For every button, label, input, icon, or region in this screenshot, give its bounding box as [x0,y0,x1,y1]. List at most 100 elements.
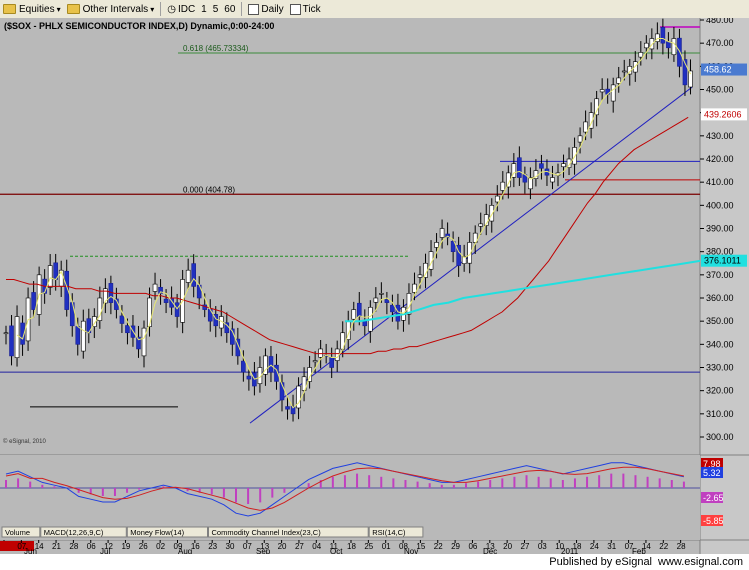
macd-tag-bg [701,467,723,478]
x-tick-label: 27 [521,542,530,551]
footer-url[interactable]: www.esignal.com [658,556,743,568]
candle-body [268,356,274,373]
toolbar-item-tick[interactable]: Tick [287,1,324,17]
x-tick-label: 08 [399,542,408,551]
macd-tag: 7.98 [703,459,721,469]
x-tick-label: 03 [538,542,547,551]
candle-body [47,265,53,288]
candle-body [356,302,362,317]
toolbar: Equities ▾ Other Intervals ▾ ◷ IDC 1 5 60 Daily Ti… [0,0,749,19]
toolbar-item-60[interactable]: 60 [221,1,238,17]
candle-body [152,283,158,292]
toolbar-item-daily[interactable]: Daily [245,1,286,17]
toolbar-label: 1 [201,3,207,15]
candle-body [467,242,472,264]
x-tick-label: 09 [174,542,183,551]
candle-body [594,98,599,116]
candle-body [478,223,484,227]
folder-icon [66,4,80,14]
x-tick-label: 11 [330,542,339,551]
candle-body [241,360,246,373]
macd-tag: -2.65 [703,493,724,503]
candle-body [566,158,572,168]
candle-body [417,274,423,278]
x-tick-label: 21 [52,542,61,551]
red-ma-tag-bg [701,108,747,121]
cyan-ma-tag: 376.1011 [704,256,741,266]
candle-body [92,316,97,327]
y-tick-label: 380.00 [706,247,734,257]
candle-body [147,297,152,327]
toolbar-label: Daily [261,3,284,15]
candle-body [119,315,125,324]
toolbar-label: IDC [177,3,196,15]
chevron-down-icon: ▾ [56,4,61,14]
candle-body [285,406,290,410]
price-tag: 458.62 [704,65,732,75]
month-label: Jun [24,547,37,554]
candle-body [561,163,566,168]
x-tick-label: 20 [278,542,287,551]
y-tick-label: 350.00 [706,316,734,326]
candle-body [257,367,263,385]
candle-body [163,298,169,303]
x-tick-label: 20 [503,542,512,551]
candle-body [666,41,671,49]
toolbar-item-idc[interactable]: ◷ IDC [164,1,198,17]
x-tick-label: 07 [17,542,26,551]
chart-title: ($SOX - PHLX SEMICONDUCTOR INDEX,D) Dyna… [4,21,274,31]
candle-body [660,27,666,44]
x-tick-label: 22 [659,542,668,551]
toolbar-item-5[interactable]: 5 [210,1,222,17]
month-label: 2011 [561,547,579,554]
footer-text: Published by eSignal [549,556,653,568]
x-tick-label: 31 [607,542,616,551]
month-label: Oct [330,547,343,554]
candle-body [500,181,506,191]
red-ma-tag: 439.2606 [704,109,742,119]
x-tick-label: 28 [677,542,686,551]
candle-body [351,309,357,320]
toolbar-item-equities[interactable]: Equities ▾ [0,1,64,17]
clock-icon: ◷ [167,3,176,15]
indicator-tab: Volume [5,528,30,537]
candle-body [621,70,627,73]
x-tick-label: 07 [625,542,634,551]
indicator-tab-bg [1,526,41,538]
macd-tag: -5.85 [703,516,724,526]
toolbar-item-other-intervals[interactable]: Other Intervals ▾ [64,1,158,17]
month-label: Jul [100,547,110,554]
month-label: Aug [178,547,192,554]
candle-body [390,304,395,313]
indicator-tab: Commodity Channel Index(23,C) [212,528,322,537]
footer: Published by eSignal www.esignal.com [0,554,749,570]
chart-area[interactable]: 300.00 310.00 320.00 330.00 340.00 350.00 360.… [0,18,749,554]
candle-body [649,38,655,50]
candle-body [9,325,14,357]
x-tick-label: 18 [573,542,582,551]
toolbar-label: Tick [302,3,321,15]
checkbox-icon [248,3,260,15]
x-tick-label: 23 [208,542,217,551]
candle-body [572,147,577,165]
candle-body [450,240,456,252]
chart-svg[interactable]: 300.00 310.00 320.00 330.00 340.00 350.00 360.… [0,18,749,554]
candle-body [80,320,86,352]
y-tick-label: 470.00 [706,38,734,48]
price-tag-bg [701,63,747,76]
y-tick-label: 300.00 [706,432,734,442]
candle-body [329,357,334,368]
candle-body [279,382,285,401]
candle-body [677,37,682,67]
month-label: Nov [404,547,418,554]
toolbar-item-1[interactable]: 1 [198,1,210,17]
indicator-tab-bg [40,526,127,538]
toolbar-label: Equities [19,3,55,15]
candle-body [290,405,296,415]
x-tick-label: 27 [295,542,304,551]
folder-icon [3,4,16,14]
x-tick-label: 13 [260,542,269,551]
candle-body [3,332,9,335]
x-tick-label: 10 [555,542,564,551]
candle-body [235,338,241,357]
